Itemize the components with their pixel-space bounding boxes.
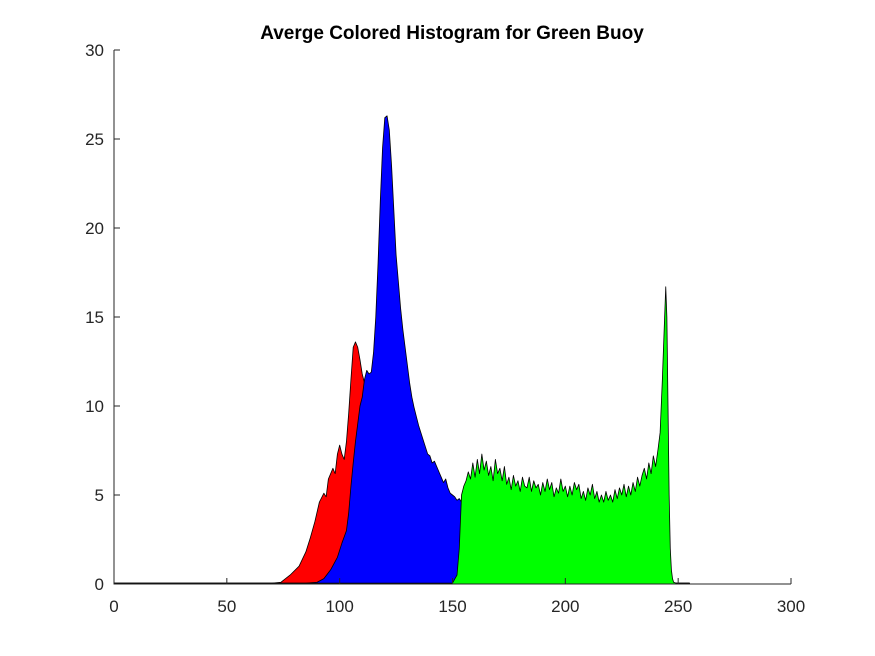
y-tick-label: 10	[85, 397, 104, 416]
x-tick-label: 50	[217, 597, 236, 616]
x-tick-label: 200	[551, 597, 579, 616]
x-tick-label: 0	[109, 597, 118, 616]
series-layer	[113, 115, 690, 585]
x-tick-label: 250	[664, 597, 692, 616]
x-tick-label: 100	[325, 597, 353, 616]
y-tick-label: 25	[85, 130, 104, 149]
x-tick-label: 300	[777, 597, 805, 616]
x-tick-label: 150	[438, 597, 466, 616]
y-tick-label: 15	[85, 308, 104, 327]
y-tick-label: 30	[85, 41, 104, 60]
y-tick-label: 5	[95, 486, 104, 505]
axes-layer: 0 50 100 150 200 250 300 0 5 10 15 20 25 30	[85, 41, 805, 616]
y-tick-label: 0	[95, 575, 104, 594]
chart-title: Averge Colored Histogram for Green Buoy	[260, 23, 644, 44]
green-channel-area	[113, 286, 690, 585]
y-tick-label: 20	[85, 219, 104, 238]
